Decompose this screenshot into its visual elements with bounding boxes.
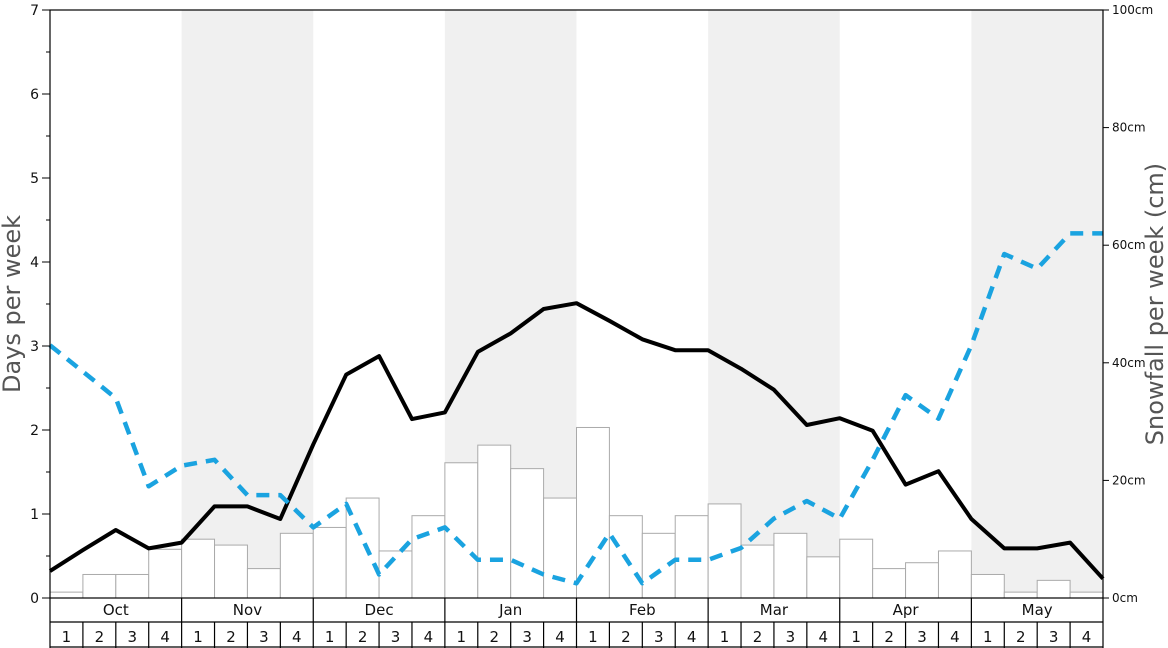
- snowfall-bar: [1003, 591, 1038, 599]
- week-label: 3: [917, 628, 927, 646]
- left-tick-label: 5: [30, 171, 39, 187]
- right-axis: 0cm 20cm 40cm 60cm 80cm 100cm: [1103, 3, 1153, 605]
- week-label: 2: [95, 628, 105, 646]
- week-label: 2: [884, 628, 894, 646]
- snowfall-bar: [970, 573, 1005, 599]
- snowfall-bar: [576, 426, 610, 599]
- week-label: 1: [851, 628, 861, 646]
- snowfall-bar: [905, 562, 939, 599]
- right-tick-label: 20cm: [1112, 473, 1146, 487]
- week-label: 2: [489, 628, 499, 646]
- week-label: 2: [621, 628, 631, 646]
- week-label: 2: [1016, 628, 1026, 646]
- right-tick-label: 0cm: [1112, 591, 1138, 605]
- snowfall-bar: [49, 591, 84, 599]
- week-label: 3: [391, 628, 401, 646]
- week-label: 3: [1049, 628, 1059, 646]
- month-label: Apr: [893, 601, 920, 619]
- right-tick-label: 60cm: [1112, 238, 1146, 252]
- month-bands: [181, 10, 1103, 598]
- right-tick-label: 80cm: [1112, 121, 1146, 135]
- snowfall-bars: [49, 426, 1104, 599]
- month-band: [708, 10, 840, 598]
- right-tick-label: 100cm: [1112, 3, 1153, 17]
- month-label: Oct: [103, 601, 129, 619]
- week-label: 1: [588, 628, 598, 646]
- snowfall-bar: [115, 573, 150, 599]
- left-axis-title: Days per week: [0, 215, 26, 393]
- week-label: 1: [193, 628, 203, 646]
- week-label: 2: [753, 628, 763, 646]
- snowfall-bar: [82, 573, 117, 599]
- month-week-axis: Oct Nov Dec Jan Feb Mar Apr May 1 2 3 4 1 2 3 4 1 2 3 4 1 2 3 4…: [49, 598, 1104, 648]
- snowfall-bar: [1069, 591, 1104, 599]
- right-tick-label: 40cm: [1112, 356, 1146, 370]
- left-tick-label: 3: [30, 339, 39, 355]
- month-label: Dec: [365, 601, 394, 619]
- snowfall-bar: [444, 462, 479, 599]
- month-band: [971, 10, 1103, 598]
- month-label: Jan: [498, 601, 522, 619]
- month-label: May: [1022, 601, 1053, 619]
- left-tick-label: 6: [30, 87, 39, 103]
- snowfall-bar: [937, 550, 972, 599]
- snowfall-line: [48, 231, 1103, 586]
- snowfall-bar: [872, 568, 907, 599]
- snowfall-bar: [1036, 579, 1071, 599]
- week-label: 1: [62, 628, 72, 646]
- month-label: Nov: [233, 601, 262, 619]
- snowfall-bar: [312, 526, 347, 599]
- week-label: 3: [786, 628, 796, 646]
- week-label: 3: [127, 628, 137, 646]
- week-label: 3: [259, 628, 269, 646]
- snowfall-bar: [279, 532, 314, 599]
- week-label: 3: [522, 628, 532, 646]
- week-label: 3: [654, 628, 664, 646]
- snowfall-bar: [510, 468, 545, 599]
- month-band: [181, 10, 314, 598]
- left-tick-label: 2: [30, 423, 39, 439]
- snowfall-bar: [806, 556, 841, 599]
- left-tick-label: 0: [30, 591, 39, 607]
- week-label: 4: [292, 628, 302, 646]
- snowfall-bar: [477, 444, 512, 599]
- snowfall-bar: [181, 538, 216, 599]
- snowfall-bar: [773, 532, 808, 599]
- snowfall-bar: [543, 497, 577, 599]
- series-lines: [48, 231, 1105, 586]
- week-label: 4: [160, 628, 170, 646]
- week-label: 4: [687, 628, 697, 646]
- snowfall-bar: [214, 544, 248, 599]
- week-label: 1: [720, 628, 730, 646]
- week-label: 4: [819, 628, 829, 646]
- week-label: 4: [950, 628, 960, 646]
- left-tick-label: 4: [30, 255, 39, 271]
- snowfall-bar: [148, 548, 183, 599]
- left-axis: 0 1 2 3 4 5 6 7: [30, 3, 50, 607]
- snowfall-bar: [246, 568, 281, 599]
- snowfall-bar: [378, 550, 413, 599]
- snowfall-bar: [740, 544, 775, 599]
- week-label: 1: [983, 628, 993, 646]
- week-label: 1: [457, 628, 467, 646]
- month-label: Feb: [629, 601, 656, 619]
- left-tick-label: 7: [30, 3, 39, 19]
- snowfall-bar: [674, 515, 709, 599]
- week-label: 1: [325, 628, 335, 646]
- week-label: 4: [424, 628, 434, 646]
- left-tick-label: 1: [30, 507, 39, 523]
- week-label: 4: [555, 628, 565, 646]
- snow-days-line: [48, 301, 1105, 581]
- week-label: 2: [358, 628, 368, 646]
- month-label: Mar: [760, 601, 789, 619]
- week-label: 4: [1082, 628, 1092, 646]
- right-axis-title: Snowfall per week (cm): [1141, 163, 1168, 445]
- week-label: 2: [226, 628, 236, 646]
- snowfall-bar: [839, 538, 874, 599]
